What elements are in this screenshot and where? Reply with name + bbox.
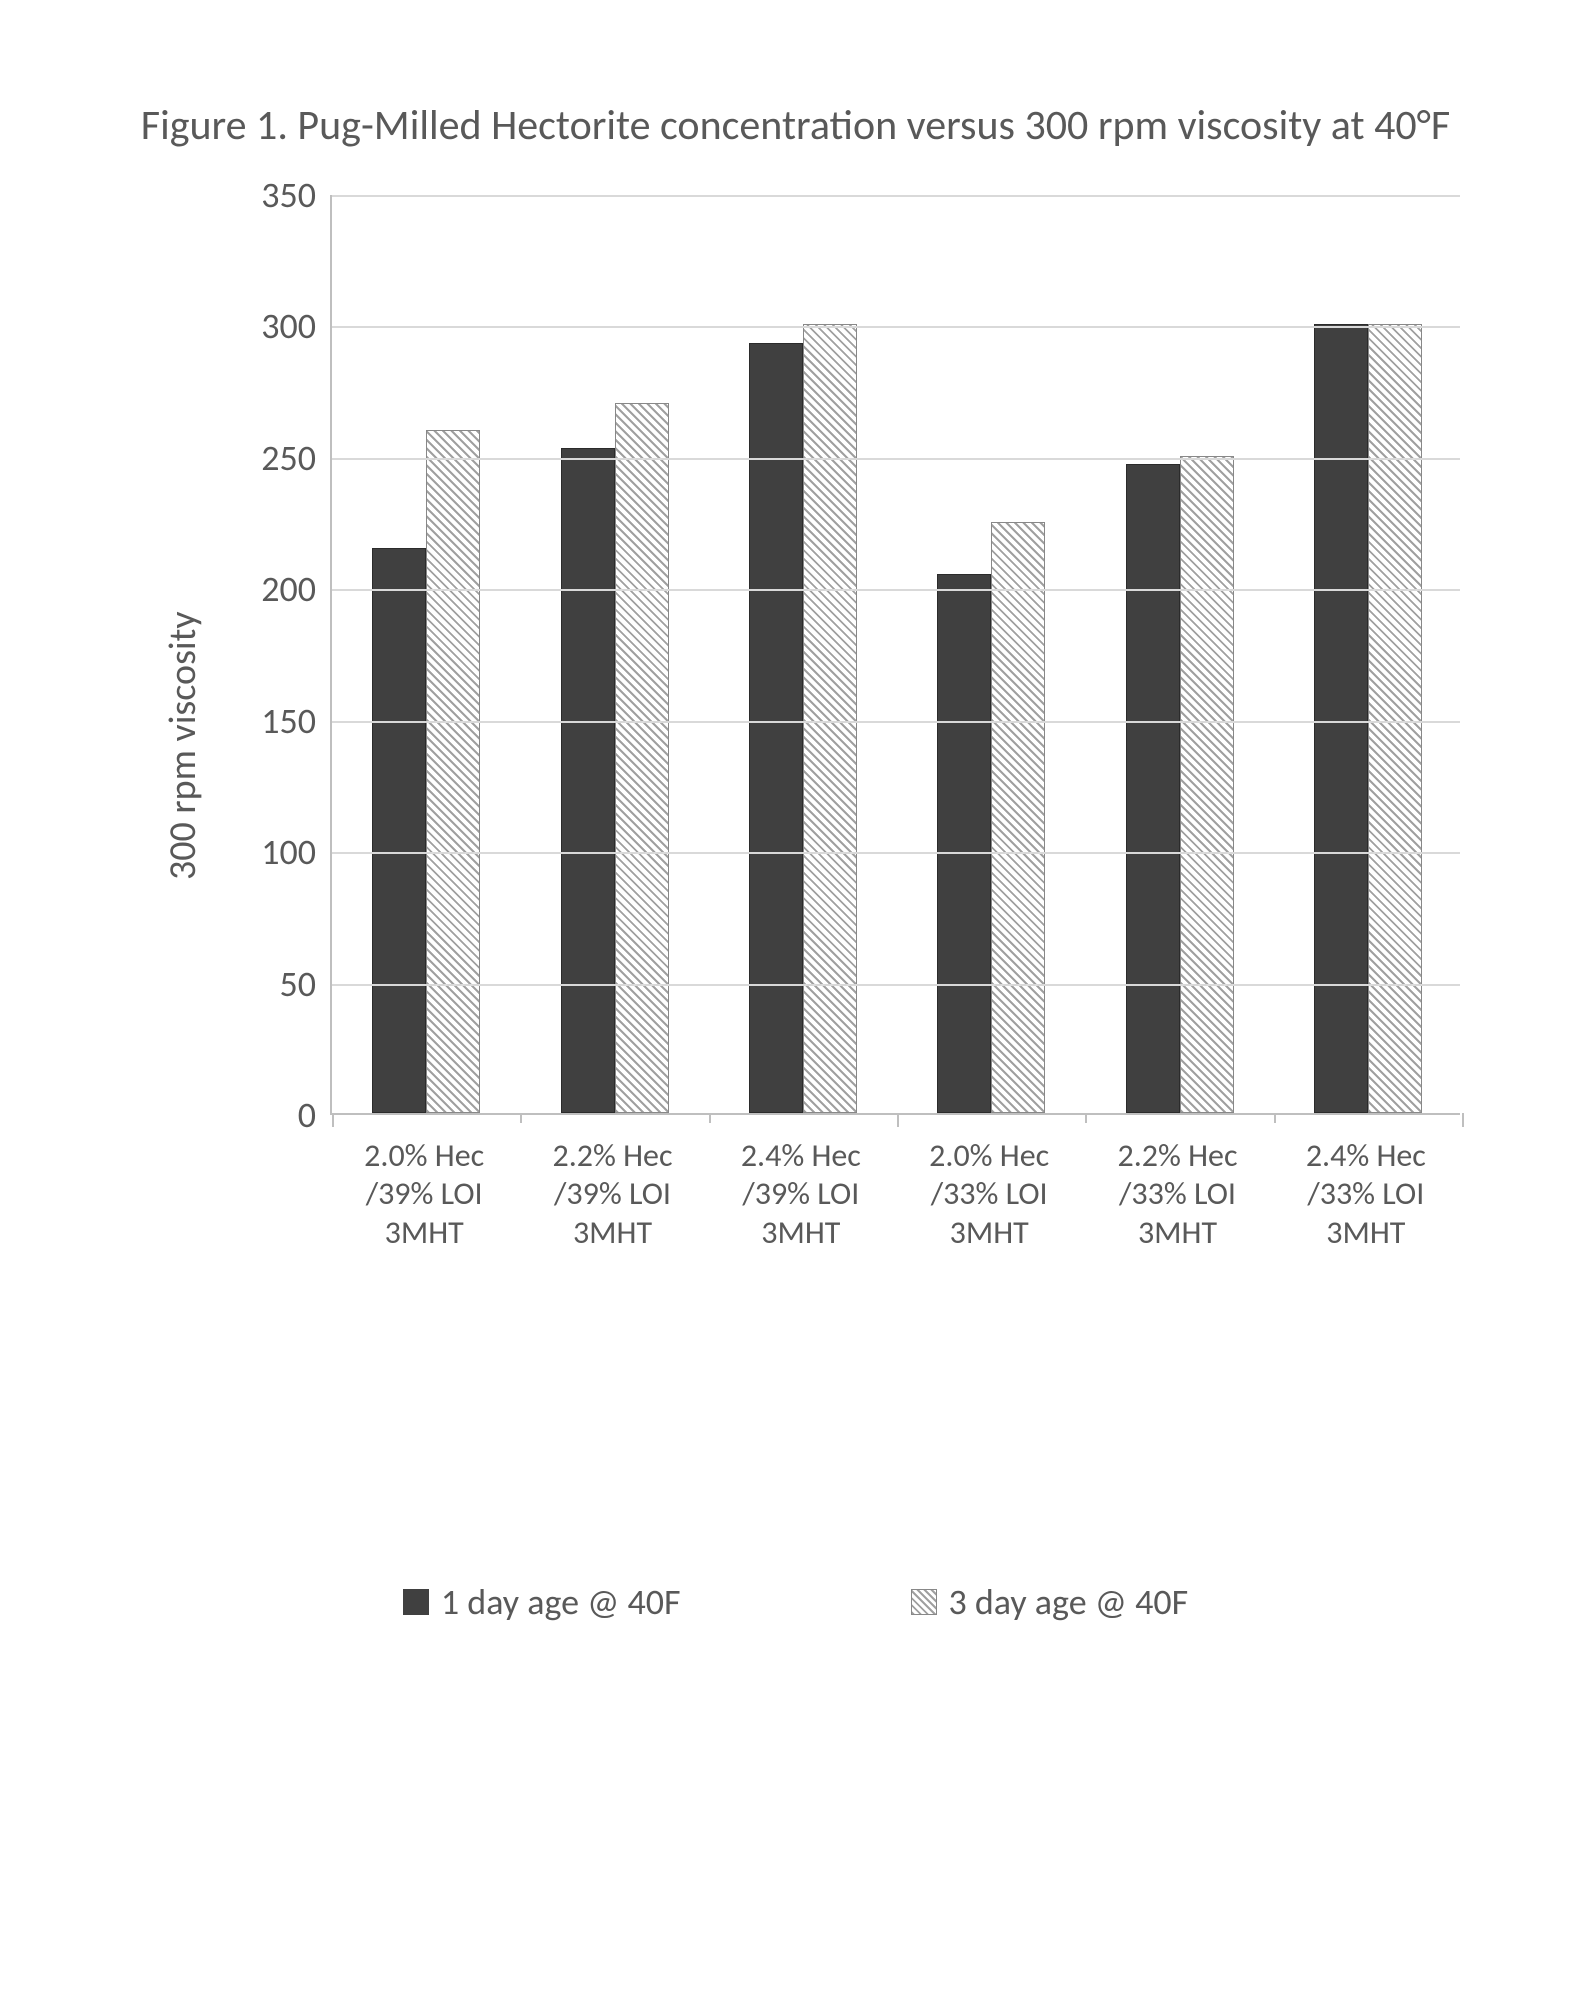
bar: [1368, 324, 1422, 1113]
category-label: 2.4% Hec/39% LOI3MHT: [707, 1137, 895, 1252]
category-label-line: 3MHT: [707, 1214, 895, 1252]
ytick-label: 300: [261, 304, 332, 348]
legend-label-1day: 1 day age @ 40F: [441, 1580, 681, 1624]
ytick-label: 100: [261, 830, 332, 874]
legend-item-1day: 1 day age @ 40F: [403, 1580, 681, 1624]
category-label: 2.4% Hec/33% LOI3MHT: [1272, 1137, 1460, 1252]
bar: [561, 448, 615, 1113]
legend-swatch-hatched: [911, 1589, 937, 1615]
xtick-minor: [1274, 1113, 1276, 1123]
chart-title: Figure 1. Pug-Milled Hectorite concentra…: [0, 100, 1591, 151]
page: Figure 1. Pug-Milled Hectorite concentra…: [0, 0, 1591, 1991]
bar: [1126, 464, 1180, 1113]
gridline: [332, 589, 1460, 591]
xtick-major: [897, 1113, 899, 1127]
xtick-minor: [520, 1113, 522, 1123]
gridline: [332, 721, 1460, 723]
ytick-label: 150: [261, 699, 332, 743]
gridline: [332, 195, 1460, 197]
category-label-line: 2.2% Hec: [518, 1137, 706, 1175]
category-label-line: 3MHT: [330, 1214, 518, 1252]
category-label-line: /33% LOI: [1083, 1175, 1271, 1213]
category-label-line: 2.4% Hec: [707, 1137, 895, 1175]
category-label-line: 2.0% Hec: [895, 1137, 1083, 1175]
category-label: 2.2% Hec/33% LOI3MHT: [1083, 1137, 1271, 1252]
category-label-line: /39% LOI: [330, 1175, 518, 1213]
category-label: 2.0% Hec/39% LOI3MHT: [330, 1137, 518, 1252]
ytick-label: 0: [298, 1093, 332, 1137]
legend-label-3day: 3 day age @ 40F: [949, 1580, 1189, 1624]
bar: [426, 430, 480, 1113]
xtick-major: [332, 1113, 334, 1127]
bar: [1180, 456, 1234, 1113]
bar: [615, 403, 669, 1113]
category-label-line: 3MHT: [518, 1214, 706, 1252]
gridline: [332, 984, 1460, 986]
bar: [991, 522, 1045, 1113]
category-label-line: 3MHT: [1272, 1214, 1460, 1252]
category-label: 2.2% Hec/39% LOI3MHT: [518, 1137, 706, 1252]
category-label: 2.0% Hec/33% LOI3MHT: [895, 1137, 1083, 1252]
xtick-major: [1462, 1113, 1464, 1127]
gridline: [332, 458, 1460, 460]
bars-layer: [332, 195, 1460, 1113]
category-label-line: 2.4% Hec: [1272, 1137, 1460, 1175]
bar: [937, 574, 991, 1113]
y-axis-label: 300 rpm viscosity: [160, 611, 206, 880]
bar: [1314, 324, 1368, 1113]
xtick-minor: [709, 1113, 711, 1123]
legend-swatch-solid: [403, 1589, 429, 1615]
bar: [372, 548, 426, 1113]
ytick-label: 200: [261, 567, 332, 611]
category-label-line: /33% LOI: [895, 1175, 1083, 1213]
plot-area: 050100150200250300350: [330, 195, 1460, 1115]
ytick-label: 250: [261, 436, 332, 480]
category-label-line: /39% LOI: [707, 1175, 895, 1213]
ytick-label: 350: [261, 173, 332, 217]
category-label-line: /39% LOI: [518, 1175, 706, 1213]
gridline: [332, 852, 1460, 854]
chart-area: 050100150200250300350 2.0% Hec/39% LOI3M…: [330, 195, 1460, 1115]
xtick-minor: [1085, 1113, 1087, 1123]
category-label-line: 2.0% Hec: [330, 1137, 518, 1175]
category-label-line: 3MHT: [895, 1214, 1083, 1252]
bar: [803, 324, 857, 1113]
category-label-line: /33% LOI: [1272, 1175, 1460, 1213]
legend-item-3day: 3 day age @ 40F: [911, 1580, 1189, 1624]
legend: 1 day age @ 40F 3 day age @ 40F: [0, 1580, 1591, 1624]
category-label-line: 2.2% Hec: [1083, 1137, 1271, 1175]
gridline: [332, 326, 1460, 328]
ytick-label: 50: [280, 962, 333, 1006]
category-label-line: 3MHT: [1083, 1214, 1271, 1252]
